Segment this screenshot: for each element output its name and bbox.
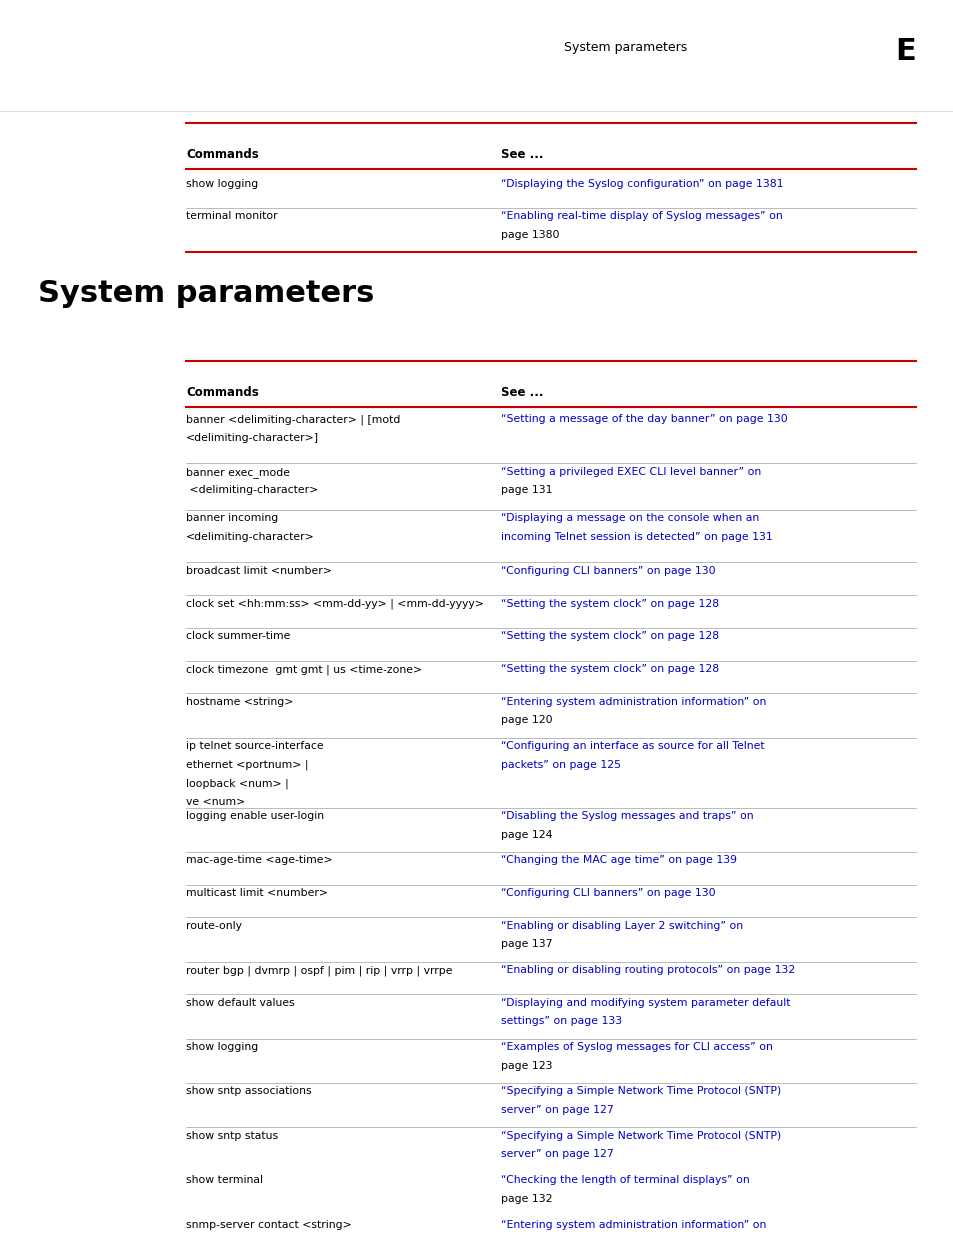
- Text: “Enabling or disabling Layer 2 switching” on: “Enabling or disabling Layer 2 switching…: [500, 921, 742, 931]
- Text: page 123: page 123: [500, 1061, 552, 1071]
- Text: show terminal: show terminal: [186, 1176, 263, 1186]
- Text: show sntp associations: show sntp associations: [186, 1087, 312, 1097]
- Text: incoming Telnet session is detected” on page 131: incoming Telnet session is detected” on …: [500, 532, 772, 542]
- Text: router bgp | dvmrp | ospf | pim | rip | vrrp | vrrpe: router bgp | dvmrp | ospf | pim | rip | …: [186, 965, 452, 976]
- Text: “Displaying the Syslog configuration” on page 1381: “Displaying the Syslog configuration” on…: [500, 179, 782, 189]
- Text: server” on page 127: server” on page 127: [500, 1150, 613, 1160]
- Text: server” on page 127: server” on page 127: [500, 1105, 613, 1115]
- Text: page 132: page 132: [500, 1194, 552, 1204]
- Text: “Displaying and modifying system parameter default: “Displaying and modifying system paramet…: [500, 998, 789, 1008]
- Text: show sntp status: show sntp status: [186, 1131, 278, 1141]
- Text: banner incoming: banner incoming: [186, 514, 278, 524]
- Text: “Setting the system clock” on page 128: “Setting the system clock” on page 128: [500, 664, 719, 674]
- Text: E: E: [894, 37, 915, 67]
- Text: show logging: show logging: [186, 179, 258, 189]
- Text: clock timezone  gmt gmt | us <time-zone>: clock timezone gmt gmt | us <time-zone>: [186, 664, 422, 674]
- Text: “Setting the system clock” on page 128: “Setting the system clock” on page 128: [500, 631, 719, 641]
- Text: “Changing the MAC age time” on page 139: “Changing the MAC age time” on page 139: [500, 856, 736, 866]
- Text: “Configuring CLI banners” on page 130: “Configuring CLI banners” on page 130: [500, 566, 715, 576]
- Text: “Configuring CLI banners” on page 130: “Configuring CLI banners” on page 130: [500, 888, 715, 898]
- Text: broadcast limit <number>: broadcast limit <number>: [186, 566, 332, 576]
- Text: <delimiting-character>: <delimiting-character>: [186, 532, 314, 542]
- Text: “Displaying a message on the console when an: “Displaying a message on the console whe…: [500, 514, 759, 524]
- Text: “Enabling or disabling routing protocols” on page 132: “Enabling or disabling routing protocols…: [500, 965, 794, 976]
- Text: ip telnet source-interface: ip telnet source-interface: [186, 741, 323, 751]
- Text: terminal monitor: terminal monitor: [186, 211, 277, 221]
- Text: “Specifying a Simple Network Time Protocol (SNTP): “Specifying a Simple Network Time Protoc…: [500, 1131, 781, 1141]
- Text: mac-age-time <age-time>: mac-age-time <age-time>: [186, 856, 333, 866]
- Text: multicast limit <number>: multicast limit <number>: [186, 888, 328, 898]
- Text: page 137: page 137: [500, 940, 552, 950]
- Text: snmp-server contact <string>: snmp-server contact <string>: [186, 1219, 352, 1230]
- Text: “Examples of Syslog messages for CLI access” on: “Examples of Syslog messages for CLI acc…: [500, 1042, 772, 1052]
- Text: “Disabling the Syslog messages and traps” on: “Disabling the Syslog messages and traps…: [500, 811, 753, 821]
- Text: loopback <num> |: loopback <num> |: [186, 778, 289, 789]
- Text: ve <num>: ve <num>: [186, 797, 245, 806]
- Text: page 124: page 124: [500, 830, 552, 840]
- Text: show logging: show logging: [186, 1042, 258, 1052]
- Text: route-only: route-only: [186, 921, 242, 931]
- Text: “Configuring an interface as source for all Telnet: “Configuring an interface as source for …: [500, 741, 763, 751]
- Text: “Specifying a Simple Network Time Protocol (SNTP): “Specifying a Simple Network Time Protoc…: [500, 1087, 781, 1097]
- Text: clock set <hh:mm:ss> <mm-dd-yy> | <mm-dd-yyyy>: clock set <hh:mm:ss> <mm-dd-yy> | <mm-dd…: [186, 599, 483, 609]
- Text: “Setting the system clock” on page 128: “Setting the system clock” on page 128: [500, 599, 719, 609]
- Text: settings” on page 133: settings” on page 133: [500, 1016, 621, 1026]
- Text: “Setting a privileged EXEC CLI level banner” on: “Setting a privileged EXEC CLI level ban…: [500, 467, 760, 477]
- Text: show default values: show default values: [186, 998, 294, 1008]
- Text: banner exec_mode: banner exec_mode: [186, 467, 290, 478]
- Text: banner <delimiting-character> | [motd: banner <delimiting-character> | [motd: [186, 414, 400, 425]
- Text: “Checking the length of terminal displays” on: “Checking the length of terminal display…: [500, 1176, 749, 1186]
- Text: “Enabling real-time display of Syslog messages” on: “Enabling real-time display of Syslog me…: [500, 211, 781, 221]
- Text: See ...: See ...: [500, 387, 543, 399]
- Text: page 120: page 120: [500, 715, 552, 725]
- Text: logging enable user-login: logging enable user-login: [186, 811, 324, 821]
- Text: System parameters: System parameters: [38, 279, 375, 308]
- Text: page 1380: page 1380: [500, 230, 558, 240]
- Text: ethernet <portnum> |: ethernet <portnum> |: [186, 760, 308, 771]
- Text: Commands: Commands: [186, 148, 258, 162]
- Text: “Entering system administration information” on: “Entering system administration informat…: [500, 1219, 765, 1230]
- Text: page 131: page 131: [500, 485, 552, 495]
- Text: clock summer-time: clock summer-time: [186, 631, 290, 641]
- Text: “Setting a message of the day banner” on page 130: “Setting a message of the day banner” on…: [500, 414, 787, 425]
- Text: hostname <string>: hostname <string>: [186, 697, 294, 706]
- Text: System parameters: System parameters: [563, 41, 686, 54]
- Text: “Entering system administration information” on: “Entering system administration informat…: [500, 697, 765, 706]
- Text: Commands: Commands: [186, 387, 258, 399]
- Text: <delimiting-character>]: <delimiting-character>]: [186, 433, 319, 443]
- Text: <delimiting-character>: <delimiting-character>: [186, 485, 318, 495]
- Text: packets” on page 125: packets” on page 125: [500, 760, 620, 769]
- Text: See ...: See ...: [500, 148, 543, 162]
